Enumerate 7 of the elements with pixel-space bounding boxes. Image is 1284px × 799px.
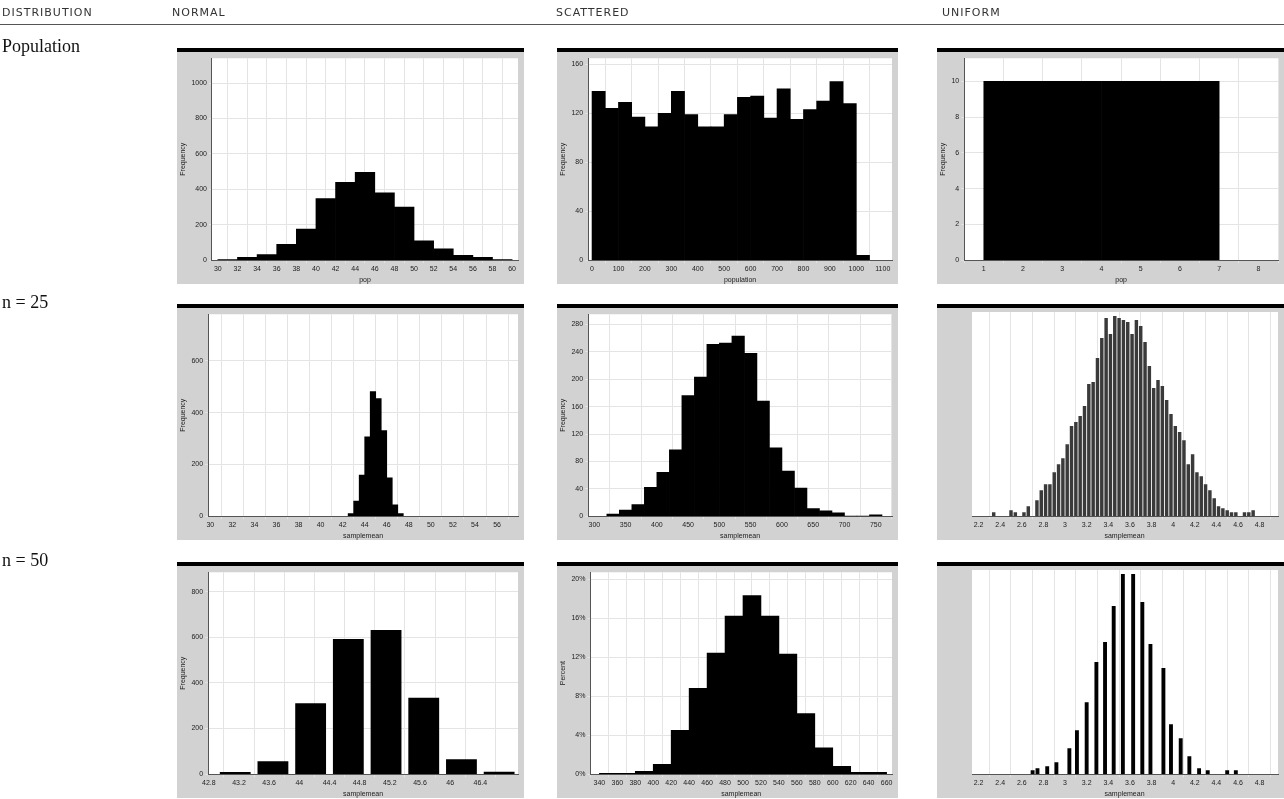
text: n = 25 — [2, 292, 49, 313]
text: DISTRIBUTION — [2, 6, 93, 19]
text: NORMAL — [172, 6, 226, 19]
text: UNIFORM — [942, 6, 1001, 19]
text: n = 50 — [2, 550, 49, 571]
text: Population — [2, 36, 81, 57]
text: SCATTERED — [556, 6, 630, 19]
